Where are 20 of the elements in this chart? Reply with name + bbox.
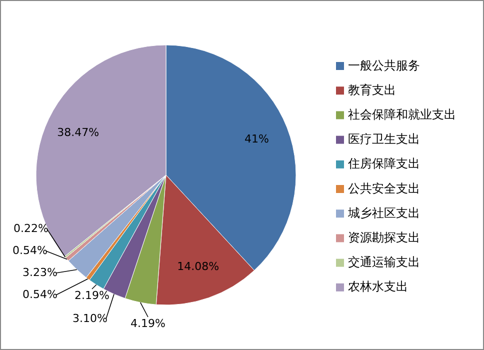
legend-label: 社会保障和就业支出: [348, 107, 456, 122]
data-label: 41%: [244, 132, 270, 146]
data-label: 4.19%: [130, 317, 166, 330]
legend-label: 住房保障支出: [347, 156, 420, 171]
legend-label: 城乡社区支出: [347, 206, 420, 220]
data-label: 14.08%: [177, 260, 220, 274]
legend-label: 公共安全支出: [348, 181, 420, 196]
legend-label: 教育支出: [348, 82, 396, 97]
legend-label: 一般公共服务: [348, 58, 420, 72]
data-label: 0.22%: [14, 222, 48, 236]
legend-label: 交通运输支出: [348, 255, 420, 270]
data-label: 38.47%: [57, 126, 100, 139]
data-label: 2.19%: [74, 289, 110, 302]
legend-label: 医疗卫生支出: [348, 132, 420, 146]
data-label: 3.10%: [72, 312, 108, 326]
data-label: 0.54%: [12, 244, 48, 258]
legend-label: 农林水支出: [348, 280, 408, 294]
data-label: 0.54%: [22, 288, 58, 302]
data-label: 3.23%: [22, 266, 58, 280]
legend-label: 资源勘探支出: [348, 230, 420, 244]
